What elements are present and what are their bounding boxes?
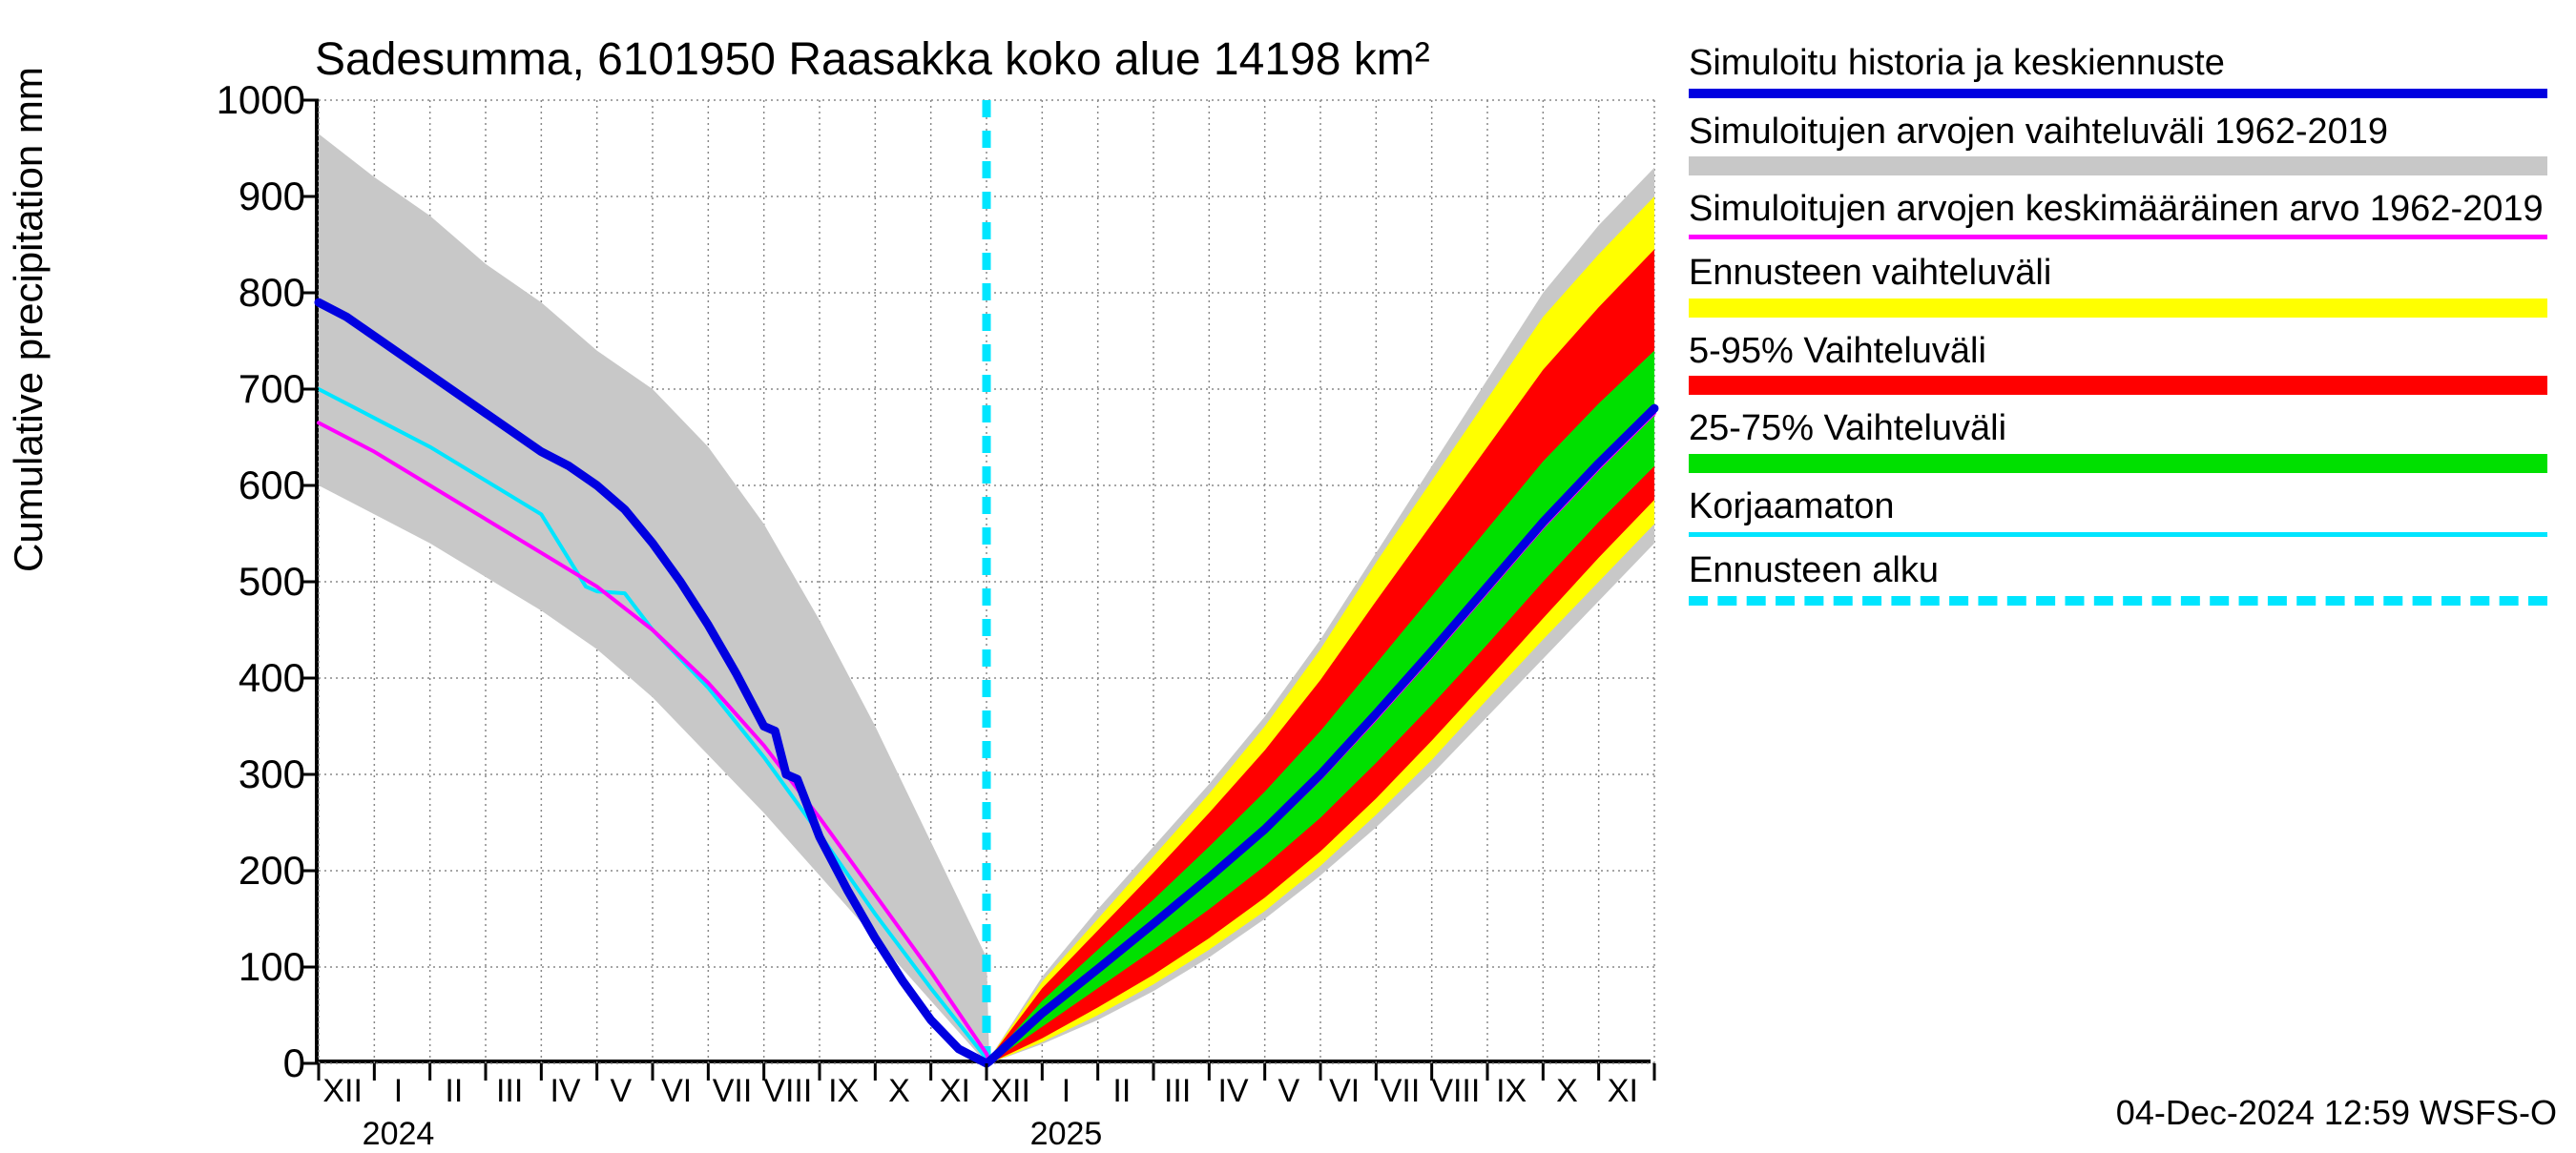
- x-month-label: XI: [1608, 1073, 1638, 1110]
- y-tick-label: 0: [283, 1040, 305, 1086]
- legend-swatch: [1689, 235, 2547, 239]
- legend-swatch: [1689, 156, 2547, 175]
- x-month-label: II: [1112, 1073, 1131, 1110]
- legend-text: Simuloitujen arvojen keskimääräinen arvo…: [1689, 189, 2547, 231]
- x-month-label: IX: [1496, 1073, 1527, 1110]
- x-month-label: VI: [1329, 1073, 1360, 1110]
- y-tick-label: 100: [239, 944, 305, 990]
- x-month-label: V: [1278, 1073, 1299, 1110]
- legend-item: Simuloitujen arvojen vaihteluväli 1962-2…: [1689, 112, 2547, 176]
- y-tick-label: 500: [239, 559, 305, 605]
- y-tick-label: 600: [239, 463, 305, 508]
- chart-svg: [319, 100, 1654, 1063]
- x-month-label: VII: [713, 1073, 753, 1110]
- x-month-label: VIII: [1431, 1073, 1480, 1110]
- legend-text: Ennusteen vaihteluväli: [1689, 253, 2547, 295]
- legend-swatch: [1689, 596, 2547, 606]
- x-month-label: VIII: [763, 1073, 812, 1110]
- y-tick-label: 400: [239, 655, 305, 701]
- x-month-label: IV: [550, 1073, 580, 1110]
- legend-item: Simuloitujen arvojen keskimääräinen arvo…: [1689, 189, 2547, 239]
- x-year-label: 2024: [363, 1116, 435, 1153]
- y-tick-label: 900: [239, 174, 305, 219]
- footer-timestamp: 04-Dec-2024 12:59 WSFS-O: [2116, 1093, 2557, 1133]
- x-month-label: II: [445, 1073, 463, 1110]
- x-year-label: 2025: [1030, 1116, 1103, 1153]
- x-month-label: I: [1062, 1073, 1070, 1110]
- x-month-label: IV: [1217, 1073, 1248, 1110]
- legend-item: 25-75% Vaihteluväli: [1689, 408, 2547, 473]
- legend-text: Simuloitujen arvojen vaihteluväli 1962-2…: [1689, 112, 2547, 154]
- chart-canvas: Sadesumma, 6101950 Raasakka koko alue 14…: [0, 0, 2576, 1144]
- y-tick-label: 700: [239, 366, 305, 412]
- legend-item: Ennusteen vaihteluväli: [1689, 253, 2547, 318]
- legend-item: 5-95% Vaihteluväli: [1689, 331, 2547, 396]
- legend-swatch: [1689, 376, 2547, 395]
- x-month-label: XII: [990, 1073, 1030, 1110]
- chart-title: Sadesumma, 6101950 Raasakka koko alue 14…: [315, 33, 1430, 86]
- legend-swatch: [1689, 454, 2547, 473]
- legend-swatch: [1689, 89, 2547, 98]
- y-tick-label: 800: [239, 270, 305, 316]
- legend-swatch: [1689, 532, 2547, 537]
- x-month-label: V: [610, 1073, 632, 1110]
- legend-text: 5-95% Vaihteluväli: [1689, 331, 2547, 373]
- legend-text: Ennusteen alku: [1689, 550, 2547, 592]
- y-axis-label: Cumulative precipitation mm: [6, 67, 52, 572]
- x-month-label: IX: [828, 1073, 859, 1110]
- x-month-label: VII: [1381, 1073, 1421, 1110]
- x-month-label: XI: [940, 1073, 970, 1110]
- x-month-label: I: [394, 1073, 403, 1110]
- x-month-label: X: [1556, 1073, 1578, 1110]
- legend: Simuloitu historia ja keskiennuste Simulo…: [1689, 43, 2547, 619]
- legend-text: Simuloitu historia ja keskiennuste: [1689, 43, 2547, 85]
- legend-text: 25-75% Vaihteluväli: [1689, 408, 2547, 450]
- legend-item: Ennusteen alku: [1689, 550, 2547, 606]
- y-tick-label: 300: [239, 752, 305, 797]
- x-month-label: XII: [322, 1073, 363, 1110]
- x-month-label: X: [888, 1073, 910, 1110]
- plot-area: [315, 100, 1651, 1063]
- legend-item: Simuloitu historia ja keskiennuste: [1689, 43, 2547, 98]
- x-month-label: III: [1164, 1073, 1191, 1110]
- legend-item: Korjaamaton: [1689, 486, 2547, 537]
- x-month-label: III: [496, 1073, 523, 1110]
- x-month-label: VI: [661, 1073, 692, 1110]
- y-tick-label: 200: [239, 848, 305, 894]
- y-tick-label: 1000: [217, 77, 305, 123]
- legend-text: Korjaamaton: [1689, 486, 2547, 528]
- legend-swatch: [1689, 299, 2547, 318]
